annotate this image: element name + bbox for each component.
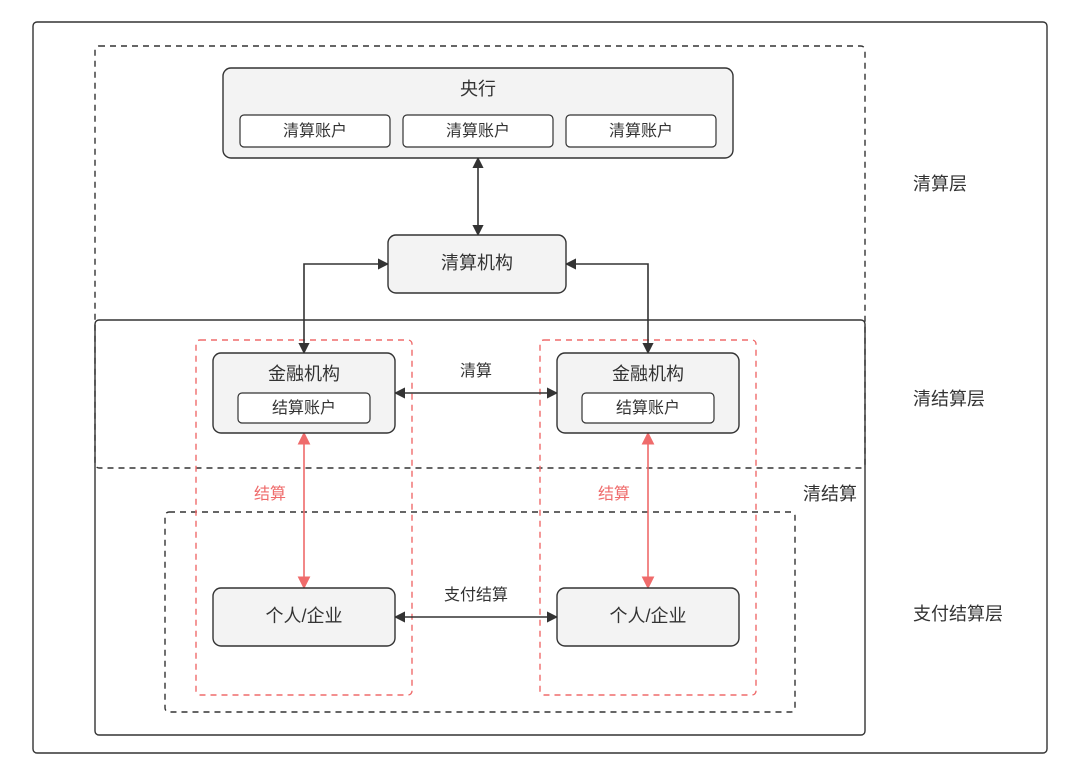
node-title-fin_left: 金融机构: [268, 364, 340, 384]
edge-label-fl-pl: 结算: [254, 484, 286, 503]
layer-label-overlap: 清结算: [803, 484, 857, 504]
edge-label-pl-pr: 支付结算: [444, 585, 508, 604]
node-title-clearing_org: 清算机构: [441, 253, 513, 273]
node-central_bank-inner-label-2: 清算账户: [609, 121, 673, 140]
node-fin_left-inner-label-0: 结算账户: [272, 398, 336, 417]
node-title-party_right: 个人/企业: [609, 606, 686, 626]
node-title-central_bank: 央行: [460, 79, 496, 99]
layer-label-clear_settle: 清结算层: [913, 389, 985, 409]
edge-label-fr-pr: 结算: [598, 484, 630, 503]
layer-label-pay_settle: 支付结算层: [913, 604, 1003, 624]
node-fin_right-inner-label-0: 结算账户: [616, 398, 680, 417]
node-title-fin_right: 金融机构: [612, 364, 684, 384]
node-title-party_left: 个人/企业: [265, 606, 342, 626]
node-central_bank-inner-label-1: 清算账户: [446, 121, 510, 140]
layer-label-clearing: 清算层: [913, 174, 967, 194]
edge-label-fl-fr: 清算: [460, 361, 492, 380]
diagram-canvas: 央行清算账户 清算账户 清算账户清算机构金融机构结算账户 金融机构结算账户个人/企业 个…: [0, 0, 1080, 769]
node-central_bank-inner-label-0: 清算账户: [283, 121, 347, 140]
frame-clear_settle_solid: [95, 320, 865, 735]
